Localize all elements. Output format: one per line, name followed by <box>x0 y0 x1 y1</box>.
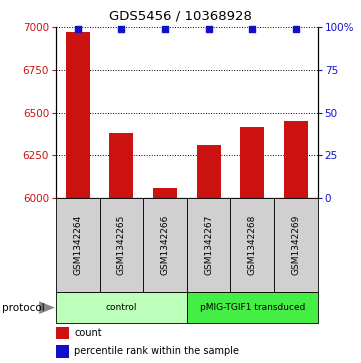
Bar <box>66 32 90 198</box>
Bar <box>100 198 143 292</box>
Point <box>118 26 124 32</box>
Text: count: count <box>74 328 102 338</box>
Point <box>249 26 255 32</box>
Bar <box>56 292 187 323</box>
Bar <box>274 198 318 292</box>
Point <box>206 26 212 32</box>
Text: protocol: protocol <box>2 303 44 313</box>
Bar <box>187 292 318 323</box>
Bar <box>284 121 308 198</box>
Text: GSM1342269: GSM1342269 <box>291 215 300 275</box>
Text: GSM1342268: GSM1342268 <box>248 215 257 275</box>
Text: GSM1342266: GSM1342266 <box>161 215 170 275</box>
Text: GSM1342265: GSM1342265 <box>117 215 126 275</box>
Bar <box>56 198 100 292</box>
Point <box>162 26 168 32</box>
Bar <box>197 145 221 198</box>
Text: GSM1342267: GSM1342267 <box>204 215 213 275</box>
Bar <box>230 198 274 292</box>
Text: pMIG-TGIF1 transduced: pMIG-TGIF1 transduced <box>200 303 305 312</box>
Polygon shape <box>39 301 55 314</box>
Text: GSM1342264: GSM1342264 <box>73 215 82 275</box>
Bar <box>109 133 133 198</box>
Point <box>75 26 81 32</box>
Bar <box>187 198 230 292</box>
Bar <box>56 345 69 358</box>
Bar <box>240 127 264 198</box>
Bar <box>143 198 187 292</box>
Point <box>293 26 299 32</box>
Text: control: control <box>106 303 137 312</box>
Text: percentile rank within the sample: percentile rank within the sample <box>74 346 239 356</box>
Bar <box>56 327 69 339</box>
Text: GDS5456 / 10368928: GDS5456 / 10368928 <box>109 9 252 22</box>
Bar <box>153 188 177 198</box>
